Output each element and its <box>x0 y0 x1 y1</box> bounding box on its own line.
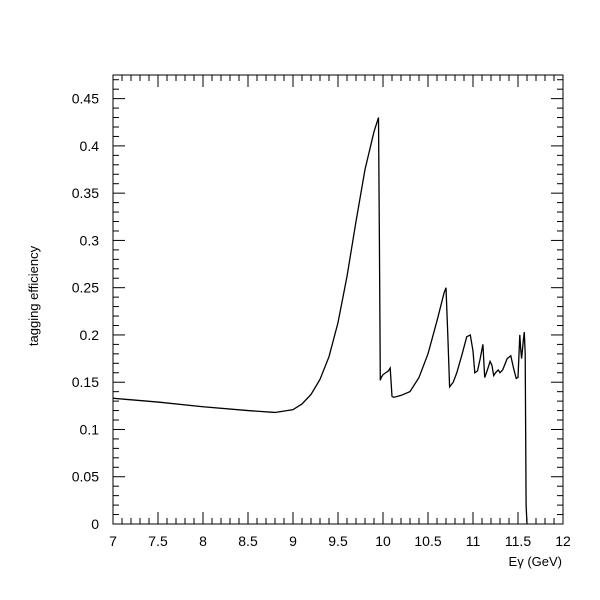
y-tick-label: 0.4 <box>80 138 100 154</box>
x-tick-label: 11.5 <box>505 533 531 549</box>
y-tick-label: 0.15 <box>72 374 99 390</box>
x-tick-label: 7 <box>109 533 117 549</box>
y-axis-ticks <box>113 79 563 525</box>
y-tick-label: 0.2 <box>80 327 100 343</box>
y-axis-title: tagging efficiency <box>26 245 41 346</box>
x-tick-label: 8 <box>199 533 207 549</box>
y-tick-label: 0.1 <box>80 421 100 437</box>
x-axis-ticks <box>112 75 564 524</box>
x-tick-label: 7.5 <box>148 533 168 549</box>
y-axis-tick-labels: 0 0.05 0.1 0.15 0.2 0.25 0.3 0.35 0.4 0.45 <box>72 91 99 532</box>
x-tick-label: 10 <box>375 533 391 549</box>
x-tick-label: 10.5 <box>414 533 441 549</box>
y-tick-label: 0 <box>91 516 99 532</box>
x-tick-label: 11 <box>466 533 481 549</box>
x-axis-title: Eγ (GeV) <box>509 554 562 569</box>
y-tick-label: 0.25 <box>72 280 99 296</box>
y-tick-label: 0.3 <box>80 232 100 248</box>
y-tick-label: 0.45 <box>72 91 99 107</box>
x-tick-label: 9.5 <box>328 533 348 549</box>
plot-frame <box>112 74 564 525</box>
x-axis-tick-labels: 7 7.5 8 8.5 9 9.5 10 10.5 11 11.5 12 <box>109 533 571 549</box>
y-tick-label: 0.35 <box>72 185 99 201</box>
efficiency-series-line <box>112 117 528 525</box>
x-tick-label: 12 <box>555 533 571 549</box>
x-tick-label: 9 <box>289 533 297 549</box>
y-tick-label: 0.05 <box>72 469 99 485</box>
x-tick-label: 8.5 <box>238 533 258 549</box>
